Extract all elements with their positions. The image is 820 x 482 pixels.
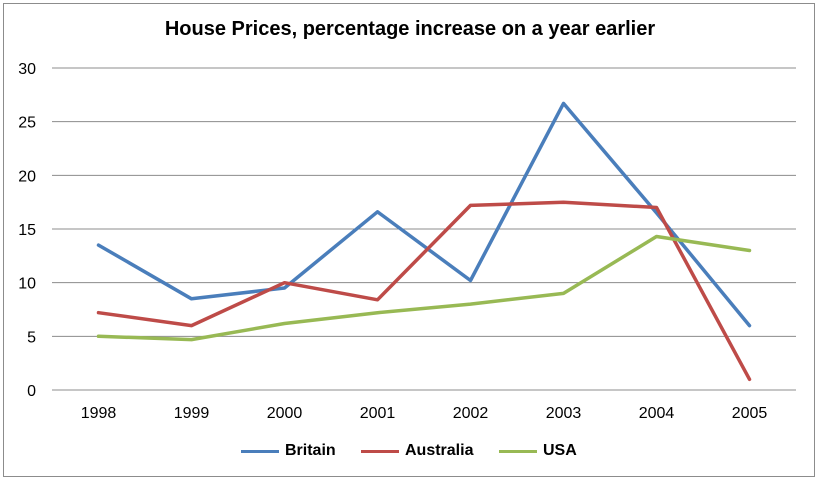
x-tick-label: 2001 (360, 405, 396, 422)
series-line-britain (96, 101, 752, 328)
legend-label-australia: Australia (405, 442, 474, 459)
x-tick-label: 2000 (267, 405, 303, 422)
x-tick-label: 2005 (732, 405, 768, 422)
chart-title: House Prices, percentage increase on a y… (164, 18, 656, 40)
legend-swatch-australia (361, 449, 399, 453)
legend-swatch-usa (499, 449, 537, 453)
y-tick-label: 0 (27, 383, 36, 400)
legend-label-usa: USA (543, 442, 577, 459)
y-tick-label: 30 (18, 61, 36, 78)
series-line-usa (96, 234, 752, 342)
y-tick-label: 10 (18, 276, 36, 293)
y-tick-label: 20 (18, 168, 36, 185)
x-tick-label: 1998 (81, 405, 117, 422)
y-tick-label: 15 (18, 222, 36, 239)
legend-swatch-britain (241, 449, 279, 453)
legend-item-britain: Britain (241, 440, 336, 462)
x-tick-label: 2003 (546, 405, 582, 422)
series-line-australia (96, 200, 752, 382)
x-tick-label: 2002 (453, 405, 489, 422)
x-tick-label: 2004 (639, 405, 675, 422)
legend-item-usa: USA (499, 440, 577, 462)
y-tick-label: 25 (18, 115, 36, 132)
chart-legend: Britain Australia USA (0, 440, 820, 462)
legend-item-australia: Australia (361, 440, 473, 462)
x-tick-label: 1999 (174, 405, 210, 422)
y-tick-label: 5 (27, 329, 36, 346)
legend-label-britain: Britain (285, 442, 336, 459)
